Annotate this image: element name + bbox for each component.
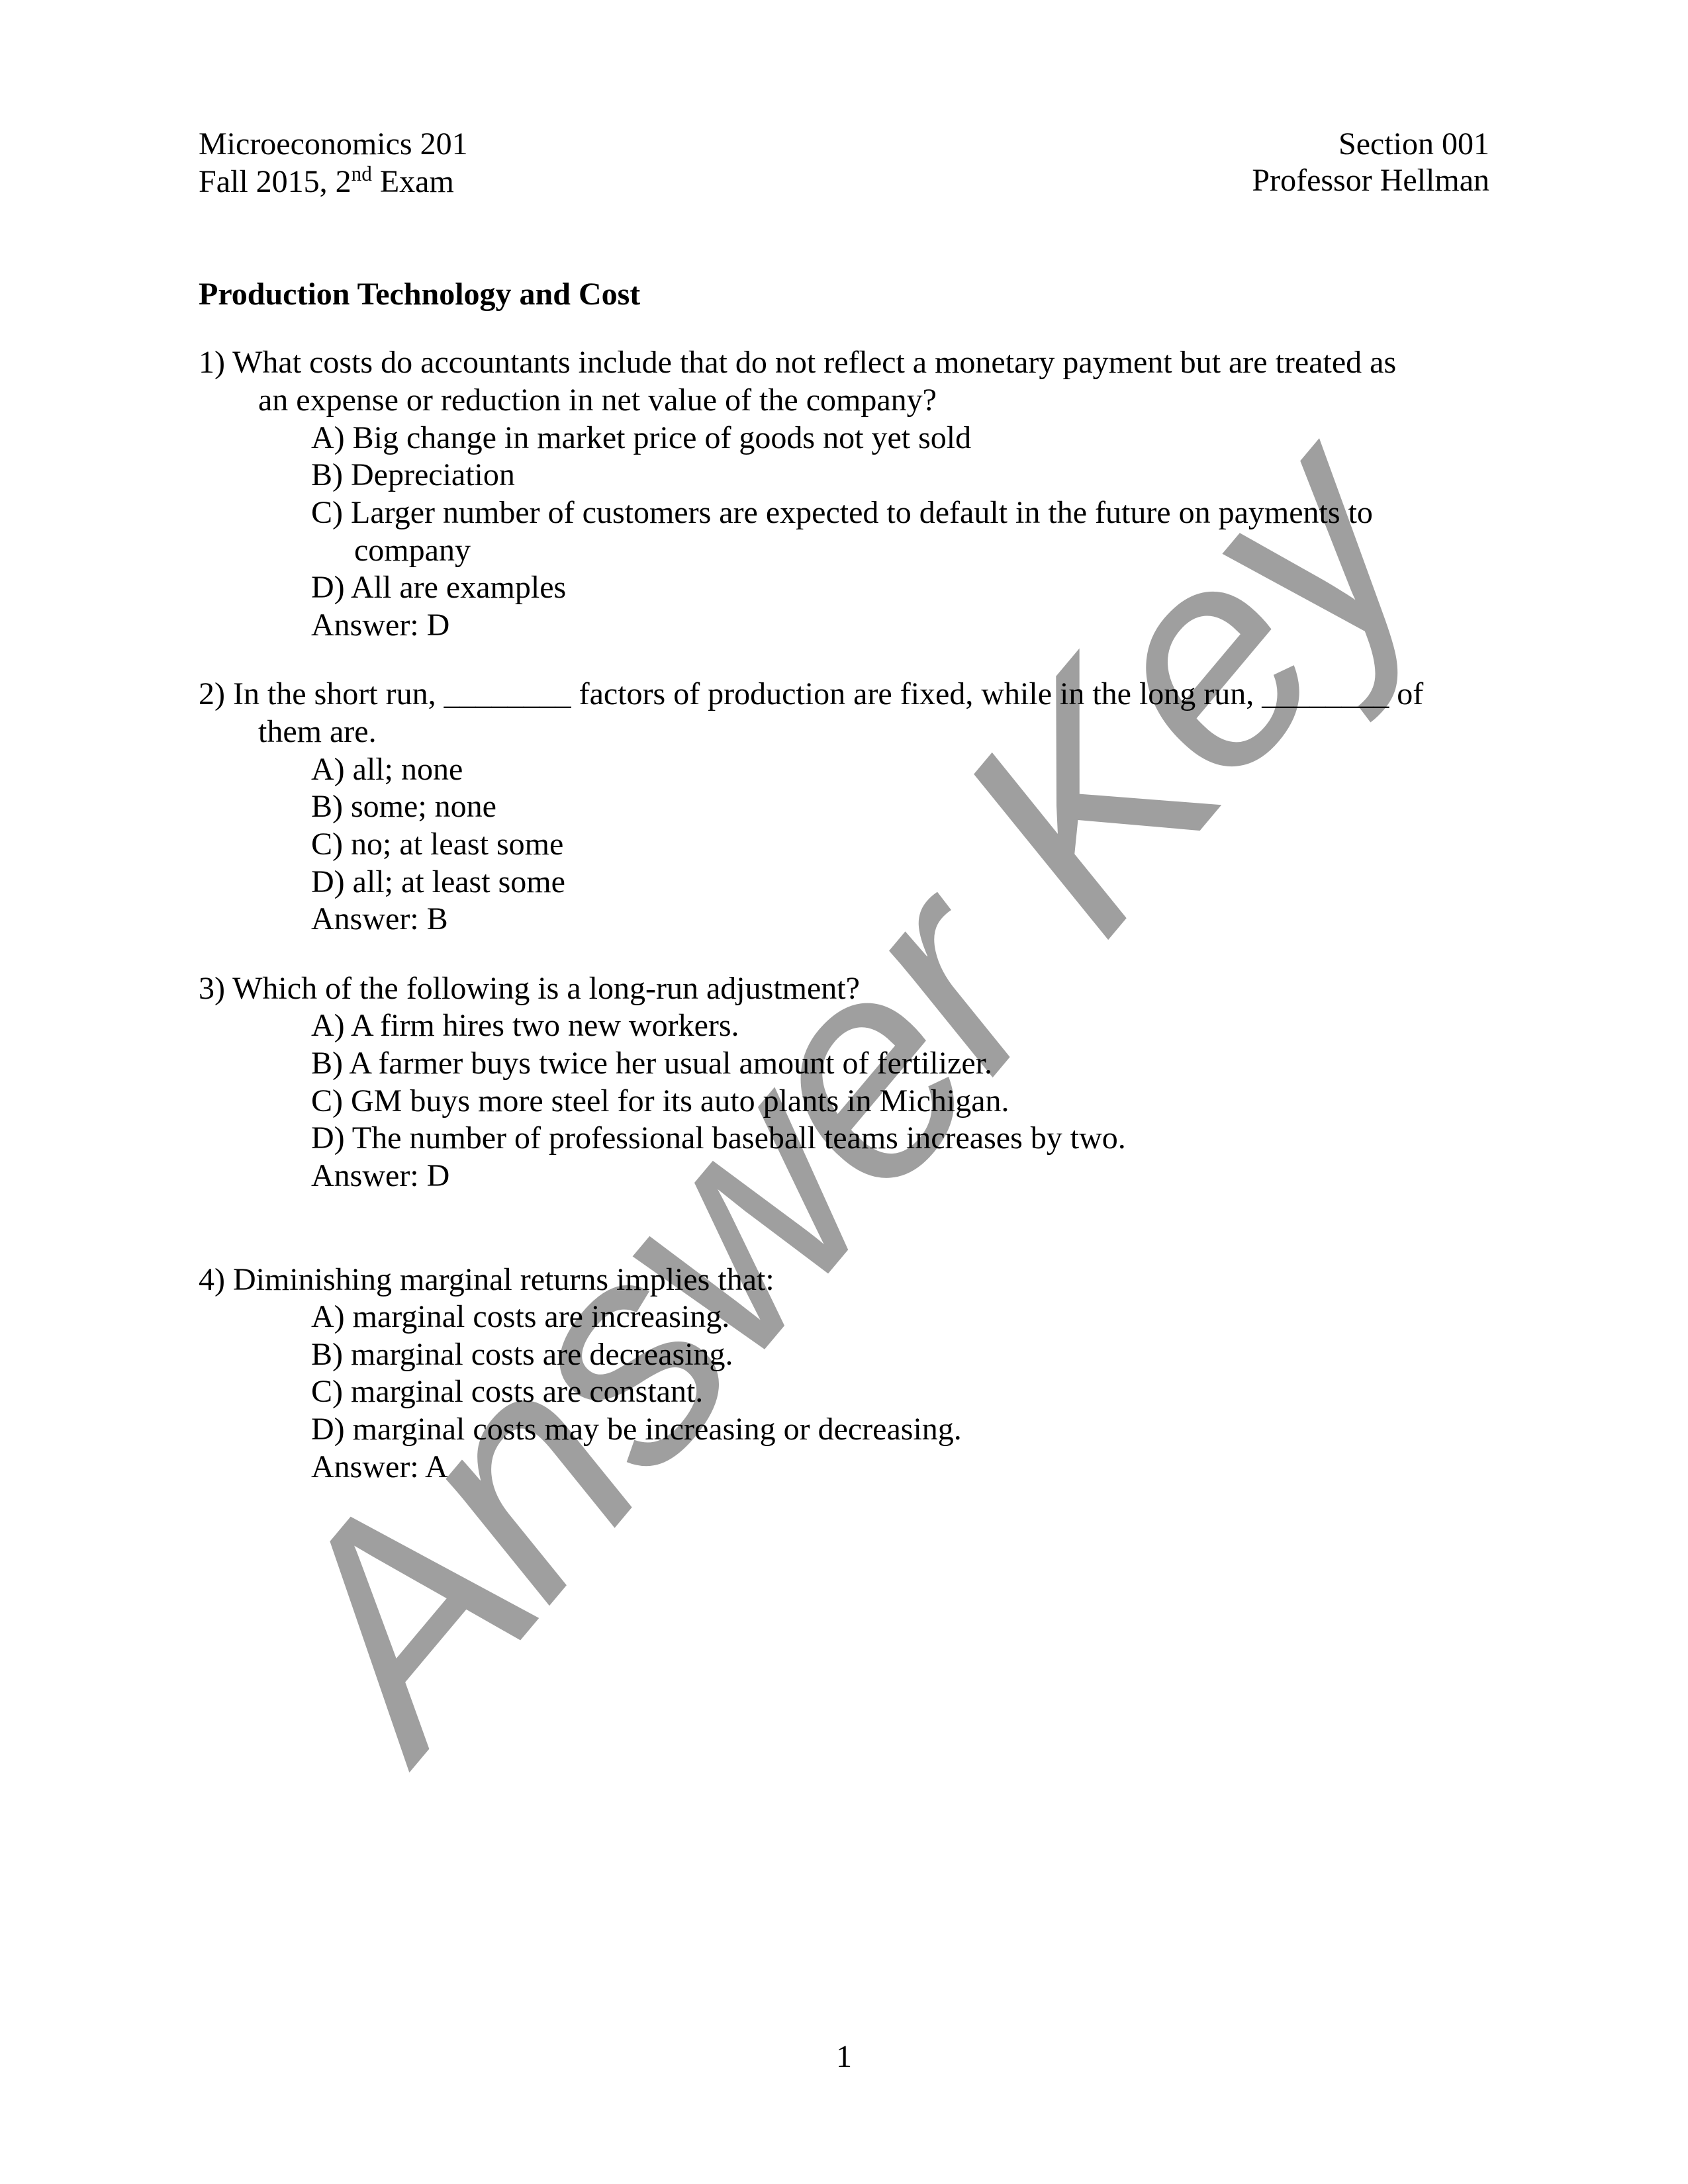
question-number: 2) (199, 676, 225, 711)
question-number: 4) (199, 1262, 225, 1297)
choice: D) all; at least some (199, 864, 1489, 901)
choice: A) all; none (199, 751, 1489, 789)
header-row-2: Fall 2015, 2nd Exam Professor Hellman (199, 162, 1489, 200)
question-stem: 4) Diminishing marginal returns implies … (199, 1261, 1489, 1299)
question-text-cont: an expense or reduction in net value of … (199, 382, 1489, 420)
choice: D) The number of professional baseball t… (199, 1120, 1489, 1158)
term-pre: Fall 2015, 2 (199, 164, 352, 199)
choice: C) GM buys more steel for its auto plant… (199, 1083, 1489, 1120)
term-exam: Fall 2015, 2nd Exam (199, 162, 454, 200)
answer-line: Answer: B (199, 901, 1489, 938)
choice: D) marginal costs may be increasing or d… (199, 1411, 1489, 1449)
page-content: Microeconomics 201 Section 001 Fall 2015… (199, 126, 1489, 1518)
question-number: 3) (199, 971, 225, 1006)
choice: A) Big change in market price of goods n… (199, 420, 1489, 457)
question-text: What costs do accountants include that d… (225, 345, 1396, 380)
question-stem: 2) In the short run, ________ factors of… (199, 676, 1489, 713)
question: 3) Which of the following is a long-run … (199, 970, 1489, 1195)
question-number: 1) (199, 345, 225, 380)
question-stem: 3) Which of the following is a long-run … (199, 970, 1489, 1008)
choice-cont: company (199, 532, 1489, 570)
answer-line: Answer: D (199, 607, 1489, 645)
page-number: 1 (0, 2038, 1688, 2075)
question-stem: 1) What costs do accountants include tha… (199, 344, 1489, 382)
term-post: Exam (372, 164, 454, 199)
choice: B) marginal costs are decreasing. (199, 1336, 1489, 1374)
choice: B) A farmer buys twice her usual amount … (199, 1045, 1489, 1083)
choice: A) marginal costs are increasing. (199, 1298, 1489, 1336)
question: 2) In the short run, ________ factors of… (199, 676, 1489, 938)
choice: C) no; at least some (199, 826, 1489, 864)
question: 1) What costs do accountants include tha… (199, 344, 1489, 644)
choice: B) some; none (199, 788, 1489, 826)
answer-line: Answer: A (199, 1449, 1489, 1486)
course-title: Microeconomics 201 (199, 126, 468, 162)
professor-name: Professor Hellman (1252, 162, 1489, 200)
choice: D) All are examples (199, 569, 1489, 607)
question-text: In the short run, ________ factors of pr… (225, 676, 1423, 711)
choice: A) A firm hires two new workers. (199, 1007, 1489, 1045)
question: 4) Diminishing marginal returns implies … (199, 1261, 1489, 1486)
choice: B) Depreciation (199, 457, 1489, 494)
section-number: Section 001 (1338, 126, 1489, 162)
choice: C) marginal costs are constant. (199, 1373, 1489, 1411)
header-row-1: Microeconomics 201 Section 001 (199, 126, 1489, 162)
answer-line: Answer: D (199, 1158, 1489, 1195)
questions-container: 1) What costs do accountants include tha… (199, 344, 1489, 1486)
question-text-cont: them are. (199, 713, 1489, 751)
choice: C) Larger number of customers are expect… (199, 494, 1489, 532)
section-title: Production Technology and Cost (199, 276, 1489, 312)
question-text: Diminishing marginal returns implies tha… (225, 1262, 774, 1297)
question-text: Which of the following is a long-run adj… (225, 971, 860, 1006)
term-sup: nd (352, 162, 372, 185)
